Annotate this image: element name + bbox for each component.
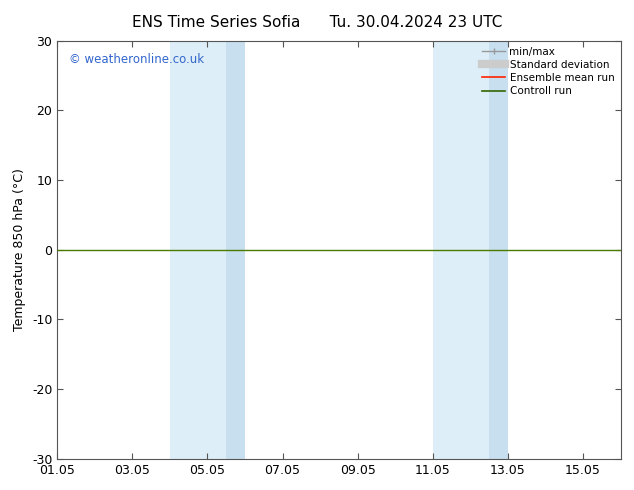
Bar [226, 41, 245, 459]
Legend: min/max, Standard deviation, Ensemble mean run, Controll run: min/max, Standard deviation, Ensemble me… [478, 43, 618, 100]
Bar [170, 41, 226, 459]
Text: ENS Time Series Sofia      Tu. 30.04.2024 23 UTC: ENS Time Series Sofia Tu. 30.04.2024 23 … [132, 15, 502, 30]
Bar [489, 41, 508, 459]
Y-axis label: Temperature 850 hPa (°C): Temperature 850 hPa (°C) [13, 168, 27, 331]
Bar [433, 41, 489, 459]
Text: © weatheronline.co.uk: © weatheronline.co.uk [68, 53, 204, 66]
